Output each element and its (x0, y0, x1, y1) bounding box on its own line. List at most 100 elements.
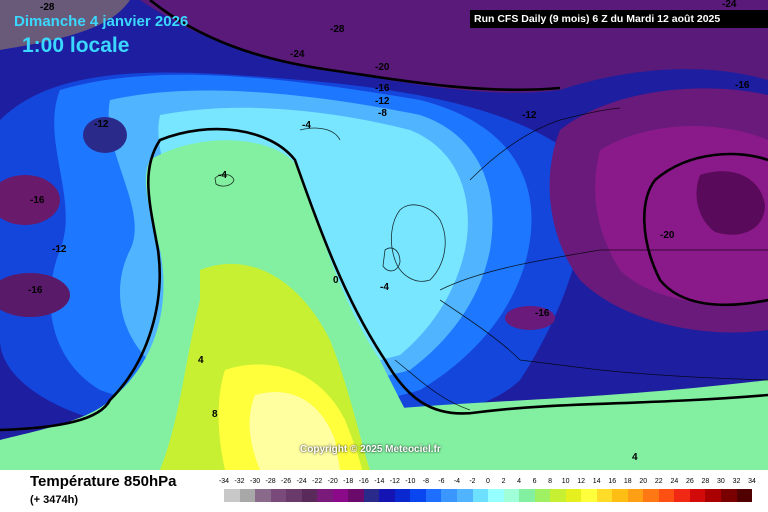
legend-footer: Température 850hPa (+ 3474h) -34 -32 -30 -2… (0, 470, 768, 512)
legend-swatch (596, 489, 613, 502)
pale-yellow-region (249, 392, 340, 470)
legend-tick: 18 (623, 478, 632, 485)
legend-tick: -30 (249, 478, 261, 485)
legend-swatch (581, 489, 597, 502)
contour-label: -12 (94, 119, 109, 130)
legend-tick: 28 (701, 478, 710, 485)
legend-tick: -28 (265, 478, 276, 485)
legend-tick: -12 (389, 478, 400, 485)
contour-label: -12 (522, 110, 537, 121)
legend-tick: -34 (218, 478, 230, 485)
contour-label: -16 (30, 195, 45, 206)
contour-label: -20 (375, 62, 390, 73)
legend-swatch (721, 489, 737, 502)
legend-tick: -10 (405, 478, 416, 485)
contour-label: 4 (198, 355, 204, 366)
legend-tick: 24 (670, 478, 679, 485)
east-deep-core (696, 171, 765, 235)
east-magenta-core (595, 126, 768, 304)
legend-tick: -4 (453, 478, 461, 485)
legend-tick: 34 (748, 478, 756, 485)
west-cold-pocket-2 (0, 273, 70, 317)
legend-swatch (410, 489, 426, 502)
contour-label: -28 (330, 24, 345, 35)
contour-label: 8 (212, 409, 218, 420)
legend-tick: -16 (358, 478, 369, 485)
legend-tick: -32 (234, 478, 245, 485)
legend-swatch (301, 489, 318, 502)
legend-swatch (255, 489, 271, 502)
legend-swatch (286, 489, 302, 502)
legend-tick: 10 (561, 478, 570, 485)
west-cold-pocket-1 (0, 175, 60, 225)
lead-time: (+ 3474h) (30, 494, 78, 506)
legend-tick: 26 (685, 478, 694, 485)
north-contour (149, 0, 561, 92)
contour-label: 0 (333, 275, 339, 286)
legend-swatch (488, 489, 504, 502)
legend-swatch (658, 489, 675, 502)
legend-tick: 30 (717, 478, 725, 485)
copyright-notice: Copyright © 2025 Meteociel.fr (300, 444, 441, 455)
coastlines (214, 107, 768, 411)
contour-label: -16 (375, 83, 390, 94)
legend-tick: -20 (327, 478, 338, 485)
legend-tick: 6 (532, 478, 537, 485)
legend-swatch (472, 489, 489, 502)
legend-swatch (565, 489, 582, 502)
legend-tick: 12 (577, 478, 586, 485)
contour-label: -16 (535, 308, 550, 319)
contour-label: -24 (722, 0, 737, 10)
contour-label: -12 (375, 96, 390, 107)
legend-tick-labels: -34 -32 -30 -28 -26 -24 -22 -20 -18 -16 -14 -12 -10-… (219, 478, 756, 488)
legend-swatch (627, 489, 644, 502)
legend-swatch (441, 489, 457, 502)
legend-swatch (503, 489, 520, 502)
legend-tick: 32 (732, 478, 741, 485)
contour-label: -24 (290, 49, 305, 60)
legend-tick: -18 (343, 478, 354, 485)
zero-contour (0, 127, 768, 432)
contour-label: -8 (378, 108, 387, 119)
legend-swatch (674, 489, 690, 502)
legend-swatch (394, 489, 411, 502)
minus-twenty-contour (643, 152, 768, 307)
forecast-local-time: 1:00 locale (22, 34, 130, 57)
legend-tick: 20 (639, 478, 648, 485)
contour-label: -16 (28, 285, 43, 296)
legend-tick: 22 (654, 478, 663, 485)
legend-swatch (224, 489, 240, 502)
field-name: Température 850hPa (30, 473, 177, 490)
contour-label: -4 (218, 170, 227, 181)
legend-swatch (317, 489, 333, 502)
legend-swatch (689, 489, 706, 502)
legend-tick: -8 (422, 478, 429, 485)
legend-tick: 2 (501, 478, 506, 485)
legend-swatch (348, 489, 364, 502)
legend-swatch (425, 489, 442, 502)
legend-swatch (534, 489, 551, 502)
legend-swatch (705, 489, 721, 502)
west-cold-pocket-3 (83, 117, 127, 153)
legend-tick: -14 (374, 478, 385, 485)
legend-swatch (519, 489, 535, 502)
legend-swatch (736, 489, 753, 502)
legend-swatch (239, 489, 256, 502)
temperature-map: -28 -28 -24 -24 -20 -16 -12 -8 -16 -12 -… (0, 0, 768, 470)
legend-tick: -2 (469, 478, 476, 485)
contour-label: -4 (302, 120, 311, 131)
legend-swatch (612, 489, 628, 502)
legend-tick: -26 (281, 478, 292, 485)
model-run-info: Run CFS Daily (9 mois) 6 Z du Mardi 12 a… (470, 10, 768, 28)
legend-color-bar (224, 489, 753, 502)
legend-tick: -6 (438, 478, 445, 485)
contour-label: -28 (40, 2, 55, 13)
legend-tick: -22 (312, 478, 323, 485)
south-green-region (380, 380, 768, 470)
contour-label: -4 (380, 282, 389, 293)
legend-tick: 8 (548, 478, 553, 485)
forecast-date: Dimanche 4 janvier 2026 (14, 13, 189, 30)
map-canvas: -28 -28 -24 -24 -20 -16 -12 -8 -16 -12 -… (0, 0, 768, 470)
legend-swatch (363, 489, 380, 502)
legend-swatch (332, 489, 349, 502)
